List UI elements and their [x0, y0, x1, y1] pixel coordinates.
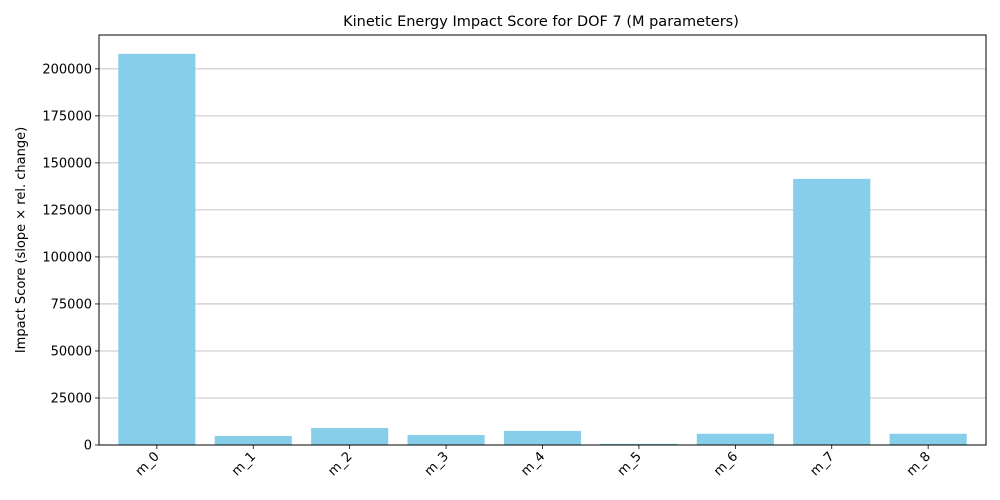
bar-m-0	[118, 53, 196, 445]
y-ticks: 0 25000 50000 75000 100000 125000 150000 175000…	[42, 62, 99, 454]
bar-m-2	[311, 428, 389, 445]
bar-m-4	[503, 430, 582, 445]
y-tick-label: 150000	[42, 156, 92, 171]
bar-m-3	[407, 435, 485, 445]
bar-m-6	[696, 433, 774, 445]
y-tick-label: 175000	[42, 109, 92, 124]
y-tick-label: 25000	[51, 391, 92, 406]
bar-m-5	[600, 443, 678, 445]
y-tick-label: 50000	[51, 344, 92, 359]
bar-m-1	[214, 435, 292, 445]
bars	[118, 53, 967, 445]
y-tick-label: 100000	[42, 250, 92, 265]
y-tick-label: 0	[84, 439, 92, 454]
y-tick-label: 125000	[42, 203, 92, 218]
chart-title: Kinetic Energy Impact Score for DOF 7 (M…	[343, 14, 739, 30]
y-tick-label: 75000	[51, 297, 92, 312]
bar-m-7	[793, 178, 871, 445]
bar-m-8	[889, 433, 967, 445]
y-tick-label: 200000	[42, 62, 92, 77]
y-axis-label: Impact Score (slope × rel. change)	[14, 127, 29, 353]
